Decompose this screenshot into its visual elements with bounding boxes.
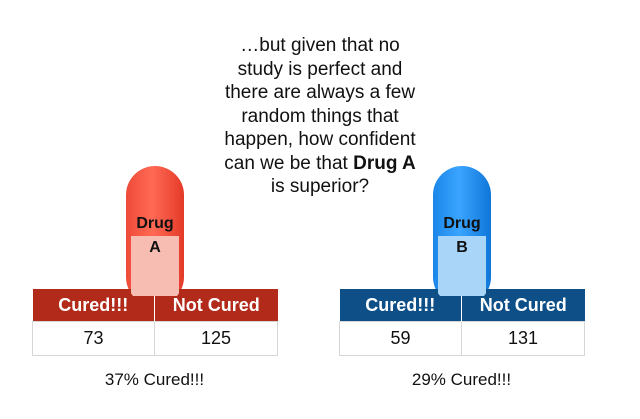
drug-a-pill-icon: Drug A bbox=[126, 166, 184, 306]
pill-label-area bbox=[131, 236, 179, 296]
value-not-cured: 131 bbox=[461, 321, 585, 356]
pill-label-letter: A bbox=[149, 239, 161, 256]
question-text: …but given that no study is perfect and … bbox=[185, 34, 455, 199]
pill-label-letter: B bbox=[456, 239, 468, 256]
question-line: …but given that no bbox=[240, 35, 400, 56]
drug-b-results-table: Cured!!! Not Cured 59 131 bbox=[339, 289, 585, 356]
question-emphasis: Drug A bbox=[353, 152, 416, 174]
question-line: happen, how confident bbox=[224, 129, 416, 150]
drug-b-percent-cured: 29% Cured!!! bbox=[411, 370, 512, 389]
question-line: random things that bbox=[241, 105, 399, 127]
value-cured: 73 bbox=[32, 321, 155, 356]
pill-label-area bbox=[438, 236, 486, 296]
drug-b-pill-icon: Drug B bbox=[433, 166, 491, 306]
question-line-text: can we be that bbox=[224, 152, 354, 174]
pill-label-drug: Drug bbox=[443, 215, 481, 232]
table-row: 73 125 bbox=[32, 321, 278, 356]
value-not-cured: 125 bbox=[154, 321, 278, 356]
table-row: 59 131 bbox=[339, 321, 585, 356]
pill-label-drug: Drug bbox=[136, 215, 174, 232]
pill-cap-top bbox=[126, 166, 184, 236]
drug-a-percent-cured: 37% Cured!!! bbox=[104, 370, 205, 389]
pill-cap-top bbox=[433, 166, 491, 236]
question-line: there are always a few bbox=[224, 82, 416, 103]
value-cured: 59 bbox=[339, 321, 462, 356]
question-line: is superior? bbox=[270, 176, 370, 197]
drug-a-results-table: Cured!!! Not Cured 73 125 bbox=[32, 289, 278, 356]
header-cured: Cured!!! bbox=[339, 289, 462, 322]
question-line: study is perfect and bbox=[237, 58, 403, 80]
question-line: can we be that Drug A bbox=[185, 152, 455, 176]
